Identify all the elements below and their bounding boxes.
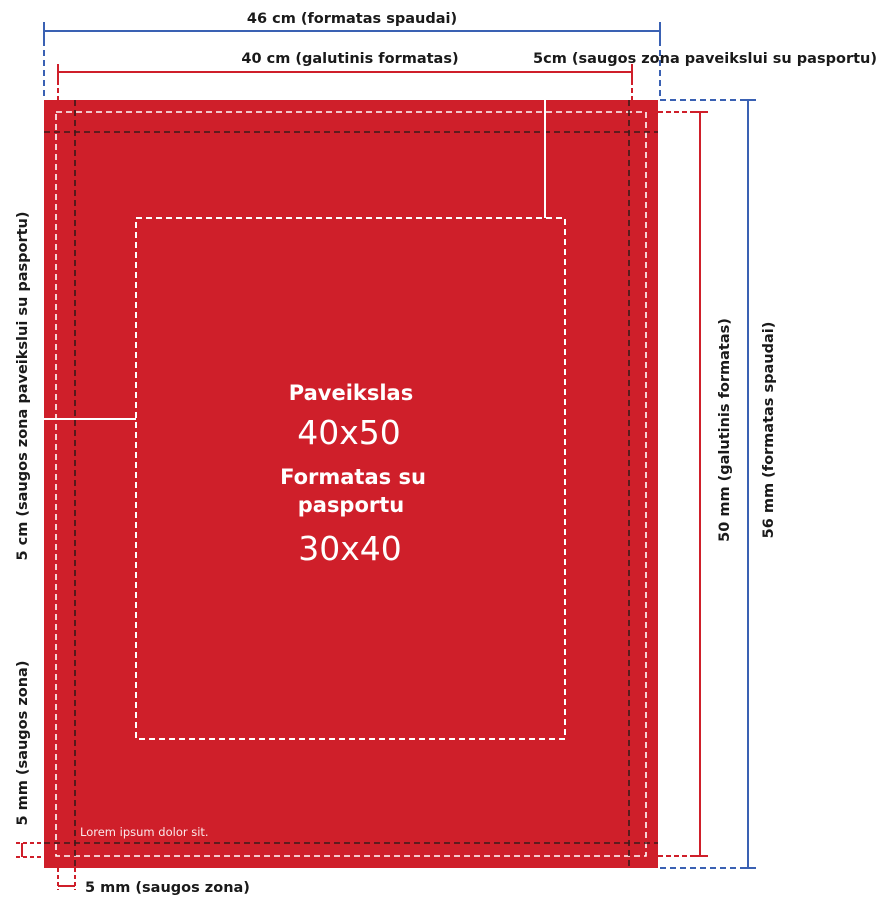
label-top-inner: 40 cm (galutinis formatas) xyxy=(241,51,458,67)
label-left-lower: 5 mm (saugos zona) xyxy=(15,661,31,826)
footer-text: Lorem ipsum dolor sit. xyxy=(80,825,209,839)
center-subtitle-line2: pasportu xyxy=(298,493,405,517)
center-size-1: 40x50 xyxy=(297,413,401,452)
bleed-line xyxy=(55,111,647,857)
label-top-outer: 46 cm (formatas spaudai) xyxy=(247,11,457,27)
dim-right-inner xyxy=(658,111,708,857)
label-right-inner: 50 mm (galutinis formatas) xyxy=(717,318,733,542)
label-left-upper: 5 cm (saugos zona paveikslui su pasportu… xyxy=(15,211,31,560)
dim-top-inner xyxy=(57,64,633,100)
dim-bottom-left-marker xyxy=(16,842,76,890)
dim-right-outer xyxy=(660,99,756,869)
label-top-right: 5cm (saugos zona paveikslui su pasportu) xyxy=(533,51,877,67)
dim-top-outer xyxy=(43,22,661,100)
label-right-outer: 56 mm (formatas spaudai) xyxy=(761,322,777,539)
center-title: Paveikslas xyxy=(289,381,413,405)
label-bottom: 5 mm (saugos zona) xyxy=(85,880,250,896)
trim-guides xyxy=(44,100,658,868)
center-size-2: 30x40 xyxy=(298,529,402,568)
passepartout-frame xyxy=(135,217,566,740)
center-subtitle-line1: Formatas su xyxy=(280,465,426,489)
